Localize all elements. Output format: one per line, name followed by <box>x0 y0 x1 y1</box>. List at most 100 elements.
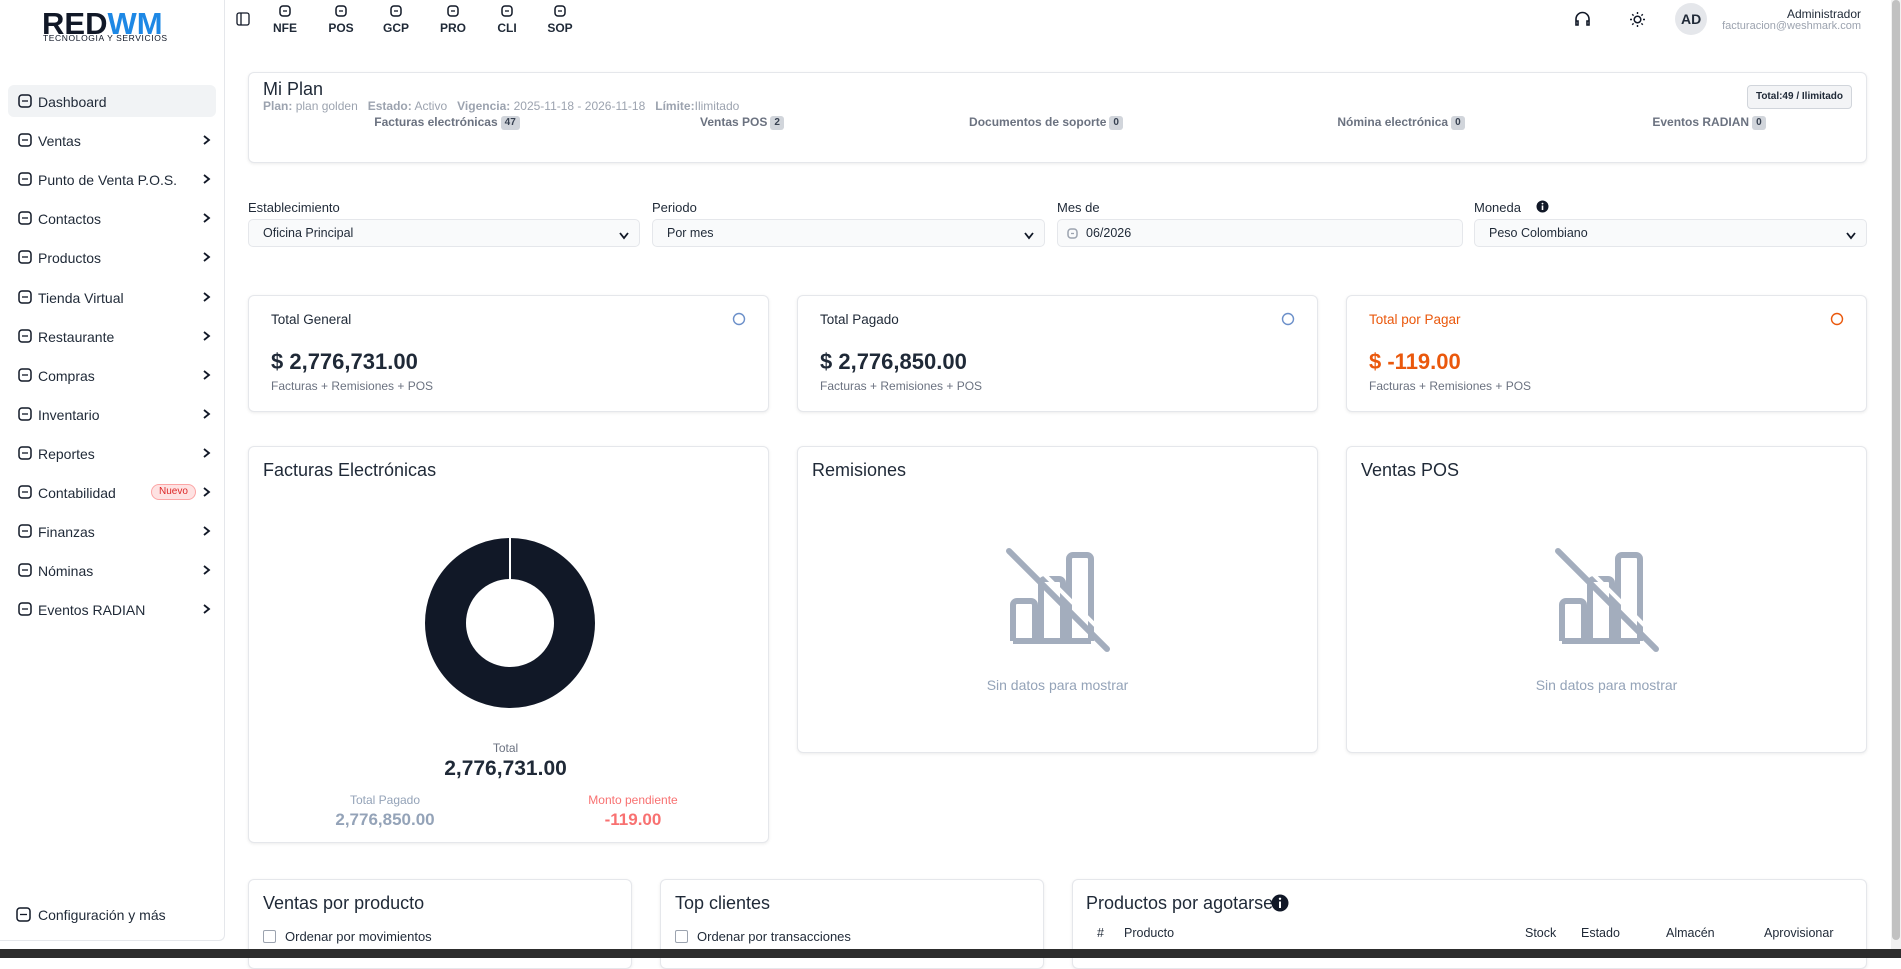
chevron-path <box>203 409 211 419</box>
nav-item[interactable]: Contabilidad Nuevo <box>8 476 216 508</box>
nav-label[interactable]: Tienda Virtual <box>38 289 124 306</box>
nav-label[interactable]: Reportes <box>38 445 95 462</box>
app-label[interactable]: GCP <box>382 21 409 35</box>
icon <box>18 407 32 421</box>
nav-item[interactable]: Punto de Venta P.O.S. <box>8 163 216 195</box>
filter-value[interactable]: Por mes <box>667 226 714 240</box>
icon-shape <box>18 289 32 304</box>
app-label[interactable]: PRO <box>439 21 466 35</box>
app-button[interactable]: CLI <box>485 2 529 36</box>
settings-link[interactable]: Configuración y más <box>38 907 166 923</box>
icon <box>501 5 513 17</box>
user-name: Administrador <box>1786 7 1861 21</box>
nav-label[interactable]: Ventas <box>38 133 81 150</box>
avatar-initials[interactable]: AD <box>1681 11 1702 27</box>
nav-label[interactable]: Eventos RADIAN <box>38 602 146 619</box>
summary-note: Facturas + Remisiones + POS <box>271 379 434 393</box>
chevron <box>1846 232 1856 240</box>
nav-item[interactable]: Finanzas <box>8 515 216 547</box>
nav-item[interactable]: Tienda Virtual <box>8 281 216 313</box>
chevron <box>203 213 211 223</box>
filter-input[interactable]: 06/2026 <box>1057 219 1463 247</box>
scrollbar-thumb[interactable] <box>1892 0 1900 940</box>
icon <box>279 5 291 17</box>
toggle-frame <box>236 12 250 26</box>
nav-label[interactable]: Productos <box>38 250 102 267</box>
icon <box>18 524 32 538</box>
summary-icon <box>732 312 746 326</box>
bottom-title: Ventas por producto <box>263 893 425 913</box>
nav-label[interactable]: Finanzas <box>38 524 95 541</box>
icon <box>18 328 32 343</box>
plan-field-value: 2025-11-18 - 2026-11-18 <box>513 99 646 113</box>
filter-input[interactable]: Por mes <box>652 219 1045 247</box>
checkbox-label[interactable]: Ordenar por transacciones <box>697 929 851 944</box>
app-label[interactable]: NFE <box>273 21 297 35</box>
nav-label[interactable]: Inventario <box>38 406 100 423</box>
checkbox-label[interactable]: Ordenar por movimientos <box>285 929 432 944</box>
icon-shape <box>1067 228 1078 239</box>
nav-label[interactable]: Restaurante <box>38 328 115 345</box>
sidebar: REDWM TECNOLOGIA Y SERVICIOS Dashboard Vent… <box>0 0 225 941</box>
app-label[interactable]: POS <box>328 21 354 35</box>
chevron-path <box>203 448 211 458</box>
app-label[interactable]: CLI <box>497 21 517 35</box>
chevron <box>203 604 211 614</box>
summary-icon <box>1830 312 1844 326</box>
logo-title-part: RED <box>42 6 108 41</box>
chart-card: Remisiones Sin datos para mostrar <box>797 446 1318 753</box>
empty-slash-gap <box>1015 545 1114 645</box>
app-button[interactable]: SOP <box>538 2 582 36</box>
app-button[interactable]: GCP <box>374 2 418 36</box>
checkbox[interactable] <box>263 930 276 943</box>
nav-item[interactable]: Productos <box>8 241 216 273</box>
plan-field-value: Ilimitado <box>694 99 740 113</box>
nav-item[interactable]: Dashboard <box>8 85 216 117</box>
app-label[interactable]: SOP <box>547 21 573 35</box>
empty-bars <box>1558 552 1643 644</box>
checkbox[interactable] <box>675 930 688 943</box>
nav-item[interactable]: Ventas <box>8 124 216 156</box>
nav-label[interactable]: Nóminas <box>38 563 94 580</box>
filter-input[interactable]: Oficina Principal <box>248 219 640 247</box>
chevron <box>203 526 211 536</box>
icon-shape <box>390 5 402 17</box>
scrollbar[interactable] <box>1891 0 1901 949</box>
app-button[interactable]: NFE <box>263 2 307 36</box>
nav-item[interactable]: Contactos <box>8 202 216 234</box>
plan-field-label: Estado: <box>367 99 412 113</box>
app-button[interactable]: PRO <box>431 2 475 36</box>
filter-label: Moneda <box>1474 200 1521 215</box>
icon-shape <box>18 133 32 147</box>
icon <box>554 5 566 17</box>
nav-label[interactable]: Punto de Venta P.O.S. <box>38 172 178 189</box>
nav-item[interactable]: Compras <box>8 359 216 391</box>
chevron <box>203 565 211 575</box>
filter-input[interactable]: Peso Colombiano <box>1474 219 1867 247</box>
icon <box>18 211 32 226</box>
nav-item[interactable]: Nóminas <box>8 554 216 586</box>
nav-label[interactable]: Contactos <box>38 211 102 228</box>
icon <box>18 485 32 499</box>
nav-label[interactable]: Dashboard <box>38 94 107 110</box>
headset <box>1575 11 1590 26</box>
chevron-path <box>203 213 211 223</box>
avatar[interactable] <box>1675 3 1707 35</box>
nav-label[interactable]: Compras <box>38 367 95 384</box>
support-icon <box>1575 11 1590 26</box>
filter-value[interactable]: Peso Colombiano <box>1489 226 1588 240</box>
filter-value[interactable]: 06/2026 <box>1086 226 1132 240</box>
nav-active-bg <box>8 85 216 117</box>
nav-item[interactable]: Eventos RADIAN <box>8 593 216 625</box>
icon <box>18 602 32 617</box>
icon <box>18 289 32 304</box>
nav-item[interactable]: Inventario <box>8 398 216 430</box>
logo-title-part: WM <box>107 6 163 41</box>
icon-shape <box>18 524 32 538</box>
nav-label[interactable]: Contabilidad <box>38 485 116 501</box>
summary-title: Total General <box>271 312 352 327</box>
nav-item[interactable]: Reportes <box>8 437 216 469</box>
filter-value[interactable]: Oficina Principal <box>263 226 354 240</box>
nav-item[interactable]: Restaurante <box>8 320 216 352</box>
app-button[interactable]: POS <box>319 2 363 36</box>
